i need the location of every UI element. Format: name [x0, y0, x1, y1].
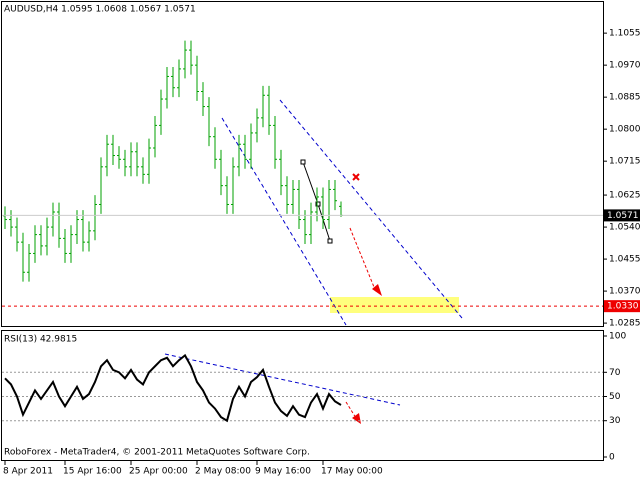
- y-tick-label: 1.0800: [609, 125, 640, 135]
- current-price-box: [604, 209, 640, 222]
- y-tick-label: 1.1055: [609, 29, 640, 39]
- target-box: [604, 300, 640, 313]
- arrow-head: [352, 413, 361, 424]
- chart-title: AUDUSD,H4 1.0595 1.0608 1.0567 1.0571: [4, 5, 196, 15]
- rsi-tick-label: 30: [609, 416, 621, 426]
- wave-point: [300, 159, 306, 165]
- x-tick-label: 17 May 00:00: [321, 467, 383, 477]
- rsi-title: RSI(13) 42.9815: [4, 335, 77, 345]
- rsi-tick-label: 100: [609, 332, 626, 342]
- footer: RoboForex - MetaTrader4, © 2001-2011 Met…: [4, 448, 310, 458]
- wave-point: [327, 238, 333, 244]
- x-tick-label: 25 Apr 00:00: [129, 467, 188, 477]
- trend-line: [279, 99, 463, 319]
- current-price-label: 1.0571: [607, 211, 639, 221]
- target-label: 1.0330: [607, 302, 639, 312]
- main-frame: [1, 1, 604, 327]
- rsi-frame: [1, 330, 604, 461]
- x-tick-label: 15 Apr 16:00: [63, 467, 122, 477]
- x-tick-label: 8 Apr 2011: [3, 467, 53, 477]
- arrow-head: [372, 284, 382, 296]
- rsi-tick-label: 70: [609, 368, 621, 378]
- rsi-arrow: [345, 401, 357, 419]
- y-tick-label: 1.0885: [609, 93, 640, 103]
- x-tick-label: 2 May 08:00: [195, 467, 251, 477]
- rsi-tick-label: 50: [609, 392, 621, 402]
- x-tick-label: 9 May 16:00: [255, 467, 311, 477]
- forecast-arrow: [349, 227, 377, 293]
- y-tick-label: 1.0285: [609, 319, 640, 329]
- y-tick-label: 1.0625: [609, 191, 640, 201]
- y-tick-label: 1.0455: [609, 255, 640, 265]
- wave-point: [315, 201, 321, 207]
- cross-mark: [352, 173, 360, 181]
- trend-line: [221, 117, 347, 326]
- y-tick-label: 1.0370: [609, 287, 640, 297]
- rsi-line: [4, 353, 342, 423]
- y-tick-label: 1.0540: [609, 223, 640, 233]
- y-tick-label: 1.0970: [609, 61, 640, 71]
- target-zone: [330, 297, 459, 313]
- rsi-trend-line: [164, 353, 401, 406]
- y-tick-label: 1.0715: [609, 157, 640, 167]
- rsi-tick-label: 0: [609, 453, 615, 463]
